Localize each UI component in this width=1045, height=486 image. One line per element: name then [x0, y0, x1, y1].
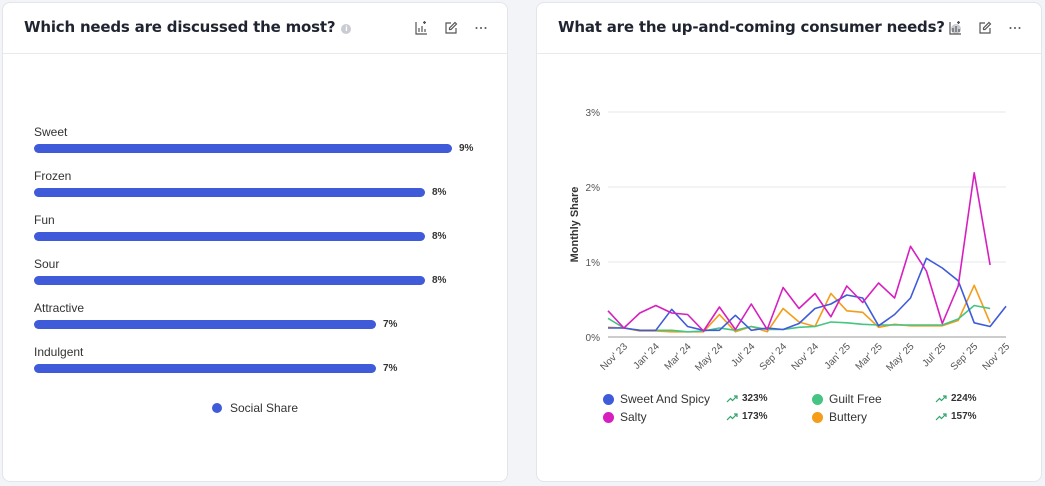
growth-value: 224%: [951, 393, 977, 404]
card-toolbar: [947, 20, 1023, 36]
x-tick-label: Mar' 24: [663, 341, 694, 372]
bar-sour[interactable]: [34, 276, 425, 285]
x-tick-label: Jul' 25: [920, 341, 948, 369]
y-tick-label: 3%: [586, 108, 601, 119]
series-line-salty: [607, 172, 991, 332]
growth-value: 157%: [951, 411, 977, 422]
chart-settings-icon[interactable]: [413, 20, 429, 36]
legend-label: Salty: [620, 410, 647, 424]
x-tick-label: Sep' 24: [758, 341, 790, 373]
bar-value-label: 8%: [432, 275, 447, 286]
edit-icon[interactable]: [977, 20, 993, 36]
bar-value-label: 7%: [383, 363, 398, 374]
card-toolbar: [413, 20, 489, 36]
bar-label-attractive: Attractive: [34, 301, 85, 315]
y-tick-label: 0%: [586, 333, 601, 344]
bar-value-label: 8%: [432, 187, 447, 198]
legend-marker: [812, 393, 823, 405]
more-options-icon[interactable]: [1007, 20, 1023, 36]
x-tick-label: Nov' 24: [790, 341, 822, 373]
chart-legend: Social Share: [3, 401, 507, 415]
chart-settings-icon[interactable]: [947, 20, 963, 36]
trend-up-icon: [935, 394, 947, 402]
legend-label: Sweet And Spicy: [620, 392, 711, 406]
growth-indicator: 173%: [726, 411, 768, 422]
growth-indicator: 323%: [726, 393, 768, 404]
x-tick-label: Jan' 24: [632, 341, 663, 372]
legend-label: Guilt Free: [829, 392, 882, 406]
y-tick-label: 2%: [586, 183, 601, 194]
edit-icon[interactable]: [443, 20, 459, 36]
bar-label-sweet: Sweet: [34, 125, 68, 139]
legend-marker: [603, 393, 614, 405]
bar-value-label: 8%: [432, 231, 447, 242]
trend-up-icon: [726, 394, 738, 402]
legend-item-sweet-and-spicy[interactable]: Sweet And Spicy: [603, 392, 710, 406]
card-title-text: What are the up-and-coming consumer need…: [558, 18, 945, 36]
x-tick-label: Nov' 23: [599, 341, 631, 373]
legend-label: Buttery: [829, 410, 868, 424]
bar-fun[interactable]: [34, 232, 425, 241]
growth-indicator: 157%: [935, 411, 977, 422]
x-tick-label: Nov' 25: [981, 341, 1013, 373]
bar-value-label: 9%: [459, 143, 474, 154]
y-tick-label: 1%: [586, 258, 601, 269]
legend-item-salty[interactable]: Salty: [603, 410, 647, 424]
bar-frozen[interactable]: [34, 188, 425, 197]
bar-label-indulgent: Indulgent: [34, 345, 84, 359]
bar-label-sour: Sour: [34, 257, 60, 271]
card-header: Which needs are discussed the most? i: [3, 3, 507, 54]
bar-indulgent[interactable]: [34, 364, 376, 373]
bar-attractive[interactable]: [34, 320, 376, 329]
y-axis-label: Monthly Share: [569, 187, 581, 263]
bar-sweet[interactable]: [34, 144, 452, 153]
bar-value-label: 7%: [383, 319, 398, 330]
upcoming-needs-card: What are the up-and-coming consumer need…: [536, 2, 1042, 482]
x-tick-label: Jul' 24: [729, 341, 757, 369]
growth-value: 323%: [742, 393, 768, 404]
legend-item-guilt-free[interactable]: Guilt Free: [812, 392, 882, 406]
x-tick-label: Jan' 25: [823, 341, 854, 372]
x-tick-label: May' 24: [693, 341, 726, 374]
trend-up-icon: [726, 412, 738, 420]
legend-item-buttery[interactable]: Buttery: [812, 410, 867, 424]
card-header: What are the up-and-coming consumer need…: [537, 3, 1041, 54]
x-tick-label: May' 25: [884, 341, 917, 374]
legend-marker: [603, 411, 614, 423]
growth-value: 173%: [742, 411, 768, 422]
x-tick-label: Sep' 25: [949, 341, 981, 373]
legend-label[interactable]: Social Share: [229, 401, 299, 415]
bar-label-fun: Fun: [34, 213, 55, 227]
needs-discussed-card: Which needs are discussed the most? i Swe…: [2, 2, 508, 482]
card-title-text: Which needs are discussed the most?: [24, 18, 336, 36]
growth-indicator: 224%: [935, 393, 977, 404]
series-line-guilt-free: [607, 304, 991, 333]
more-options-icon[interactable]: [473, 20, 489, 36]
trend-up-icon: [935, 412, 947, 420]
x-tick-label: Mar' 25: [854, 341, 885, 372]
series-line-sweet-and-spicy: [608, 257, 1007, 332]
legend-marker: [812, 411, 823, 423]
card-title: What are the up-and-coming consumer need…: [558, 18, 961, 36]
card-title: Which needs are discussed the most? i: [24, 18, 352, 36]
bar-label-frozen: Frozen: [34, 169, 72, 183]
info-icon[interactable]: i: [341, 24, 352, 34]
legend-marker: [211, 403, 222, 413]
